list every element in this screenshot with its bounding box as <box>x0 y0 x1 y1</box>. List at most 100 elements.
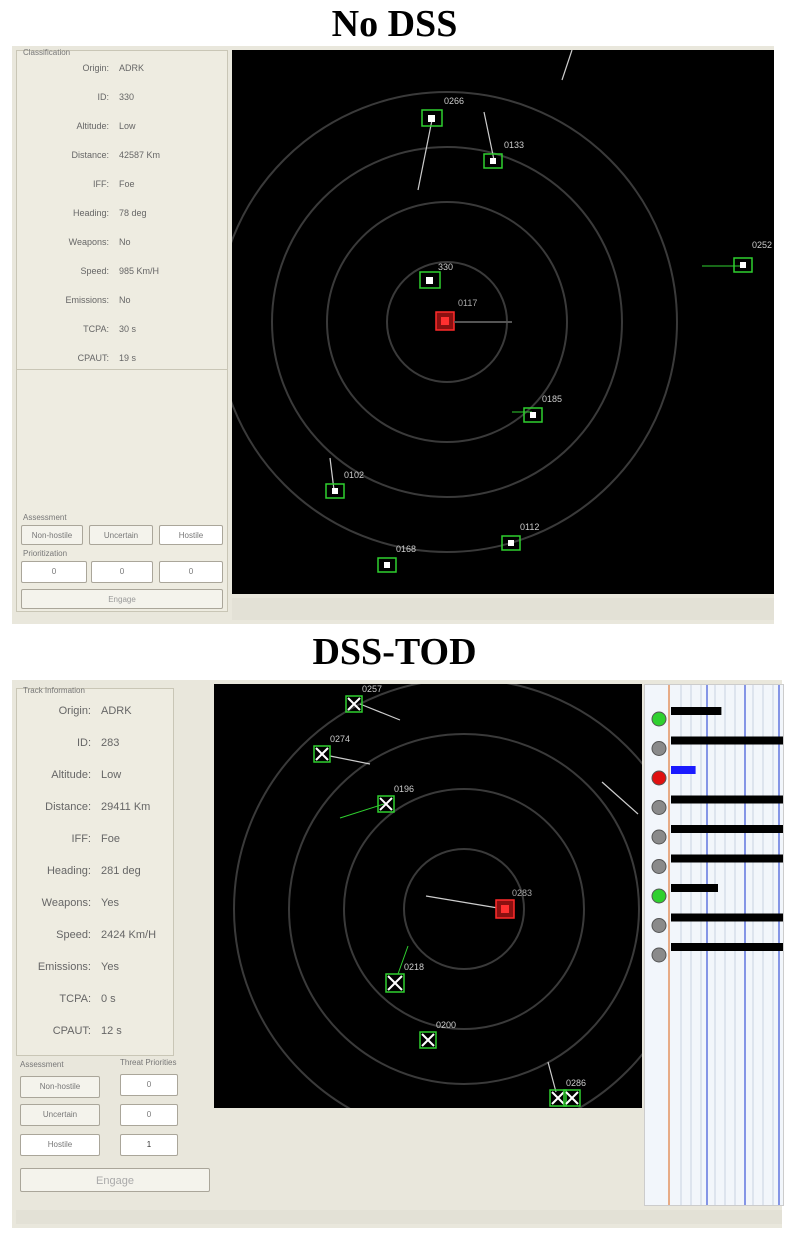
radar-contact[interactable]: 0185 <box>512 394 562 423</box>
distance-label: Distance: <box>71 150 109 160</box>
contact-label: 0112 <box>520 522 539 532</box>
range-ring-2 <box>343 788 585 1030</box>
prioritization-group-title: Prioritization <box>23 549 68 558</box>
priority-field-3[interactable]: 1 <box>120 1134 178 1156</box>
info-row-origin: Origin: ADRK <box>17 63 227 83</box>
heading-value: 78 deg <box>119 208 147 218</box>
radar-contact[interactable]: 0218 <box>385 945 424 993</box>
info-row-heading: Heading: 78 deg <box>17 208 227 228</box>
contact-label: 0185 <box>542 394 562 404</box>
dss-tod-track-info-panel: Track Information Origin: ADRK ID: 283 Alt… <box>16 686 174 1056</box>
cpaut-label: CPAUT: <box>52 1025 91 1037</box>
no-dss-radar-display[interactable]: 330 0266 0133 0252 018 <box>232 50 774 594</box>
track-line <box>601 781 639 815</box>
radar-contact-hostile[interactable]: 0117 <box>435 298 512 331</box>
weapons-label: Weapons: <box>41 897 91 909</box>
radar-contact[interactable]: 0274 <box>313 734 371 765</box>
priority-field-1[interactable]: 0 <box>21 561 87 583</box>
engage-button[interactable]: Engage <box>21 589 223 609</box>
hostile-button[interactable]: Hostile <box>20 1134 100 1156</box>
range-ring-3 <box>288 733 640 1085</box>
dss-tod-status-bar <box>16 1210 782 1224</box>
contact-label: 0252 <box>752 240 772 250</box>
contact-label: 0218 <box>404 962 424 972</box>
track-timeline-bar <box>671 766 696 774</box>
track-status-gray-icon[interactable] <box>651 918 667 933</box>
radar-contact[interactable]: 0168 <box>377 544 416 573</box>
track-timeline-bar <box>671 707 722 715</box>
radar-contact[interactable]: 0252 <box>702 240 772 273</box>
info-row-emissions: Emissions: No <box>17 295 227 315</box>
origin-label: Origin: <box>58 705 91 717</box>
emissions-value: Yes <box>101 961 119 973</box>
range-ring-1 <box>403 848 525 970</box>
track-status-green-icon[interactable] <box>651 711 667 727</box>
heading-label: Heading: <box>46 865 91 877</box>
radar-contact[interactable]: 0266 <box>417 96 464 191</box>
info-row-distance: Distance: 29411 Km <box>17 801 173 821</box>
track-status-green-icon[interactable] <box>651 888 667 904</box>
radar-contact[interactable]: 0200 <box>419 1020 456 1049</box>
info-row-weapons: Weapons: No <box>17 237 227 257</box>
range-ring-4 <box>233 684 642 1108</box>
heading-label: Heading: <box>72 208 109 218</box>
track-status-gray-icon[interactable] <box>651 829 667 845</box>
track-status-red-icon[interactable] <box>651 770 667 786</box>
altitude-label: Altitude: <box>76 121 109 131</box>
radar-contact[interactable]: 0257 <box>345 684 401 721</box>
tcpa-value: 0 s <box>101 993 116 1005</box>
radar-contact[interactable]: 0196 <box>339 784 414 819</box>
track-status-gray-icon[interactable] <box>651 859 667 874</box>
track-status-gray-icon[interactable] <box>651 741 667 756</box>
altitude-value: Low <box>119 121 136 131</box>
non-hostile-button[interactable]: Non-hostile <box>20 1076 100 1098</box>
engage-button[interactable]: Engage <box>20 1168 210 1192</box>
dss-tod-radar-display[interactable]: 0257 0274 0196 0283 02 <box>214 684 642 1108</box>
dss-tod-heading: DSS-TOD <box>312 631 477 673</box>
contact-label: 0168 <box>396 544 416 554</box>
priority-field-2[interactable]: 0 <box>120 1104 178 1126</box>
priority-field-2[interactable]: 0 <box>91 561 153 583</box>
contact-label: 0196 <box>394 784 414 794</box>
contact-label: 0257 <box>362 684 382 694</box>
distance-value: 29411 Km <box>101 801 151 813</box>
dss-tod-controls: Assessment Threat Priorities Non-hostile… <box>16 1058 212 1198</box>
priority-field-1[interactable]: 0 <box>120 1074 178 1096</box>
dss-tod-radar-svg: 0257 0274 0196 0283 02 <box>233 684 642 1108</box>
assessment-group-title: Assessment <box>23 513 67 522</box>
uncertain-button[interactable]: Uncertain <box>20 1104 100 1126</box>
iff-label: IFF: <box>93 179 109 189</box>
track-timeline-bar <box>671 736 783 745</box>
hostile-button[interactable]: Hostile <box>159 525 223 545</box>
radar-contact[interactable]: 0133 <box>483 111 524 169</box>
radar-contact[interactable]: 330 <box>419 262 453 289</box>
info-row-cpaut: CPAUT: 19 s <box>17 353 227 373</box>
radar-contact-hostile[interactable]: 0283 <box>425 888 532 919</box>
non-hostile-button[interactable]: Non-hostile <box>21 525 83 545</box>
info-row-distance: Distance: 42587 Km <box>17 150 227 170</box>
track-timeline-panel[interactable] <box>644 684 784 1206</box>
emissions-label: Emissions: <box>65 295 109 305</box>
id-value: 330 <box>119 92 135 102</box>
heading-value: 281 deg <box>101 865 141 877</box>
track-timeline-bar <box>671 854 783 863</box>
speed-label: Speed: <box>56 929 91 941</box>
track-status-gray-icon[interactable] <box>651 947 667 963</box>
radar-contact[interactable]: 0112 <box>501 522 539 551</box>
priority-field-3[interactable]: 0 <box>159 561 223 583</box>
info-row-speed: Speed: 985 Km/H <box>17 266 227 286</box>
track-status-gray-icon[interactable] <box>651 800 667 815</box>
track-line <box>561 50 573 81</box>
emissions-value: No <box>119 295 131 305</box>
radar-contact[interactable]: 0286 <box>547 1061 586 1107</box>
tcpa-label: TCPA: <box>59 993 91 1005</box>
radar-contact[interactable]: 0102 <box>325 457 364 499</box>
iff-value: Foe <box>101 833 120 845</box>
info-row-tcpa: TCPA: 0 s <box>17 993 173 1013</box>
uncertain-button[interactable]: Uncertain <box>89 525 153 545</box>
info-row-iff: IFF: Foe <box>17 179 227 199</box>
info-row-emissions: Emissions: Yes <box>17 961 173 981</box>
info-row-altitude: Altitude: Low <box>17 121 227 141</box>
contact-label: 0283 <box>512 888 532 898</box>
track-timeline-bar <box>671 884 718 892</box>
